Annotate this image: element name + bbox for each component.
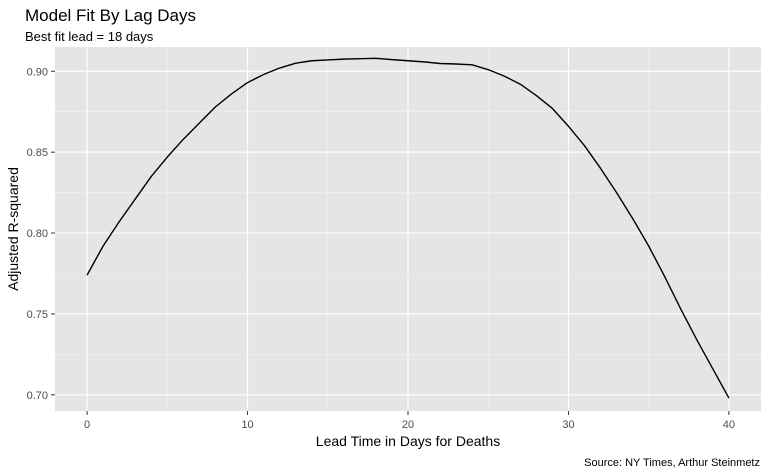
- x-tick-label: 0: [84, 419, 90, 431]
- y-tick-label: 0.70: [27, 390, 48, 402]
- y-axis-title: Adjusted R-squared: [5, 167, 21, 291]
- y-tick-label: 0.90: [27, 66, 48, 78]
- y-tick-label: 0.75: [27, 309, 48, 321]
- chart-title: Model Fit By Lag Days: [25, 6, 196, 25]
- y-tick-label: 0.80: [27, 228, 48, 240]
- series-layer: [86, 57, 730, 399]
- x-tick-label: 30: [562, 419, 574, 431]
- chart-caption: Source: NY Times, Arthur Steinmetz: [584, 457, 760, 469]
- y-tick-label: 0.85: [27, 147, 48, 159]
- x-tick-label: 10: [241, 419, 253, 431]
- x-tick-label: 20: [402, 419, 414, 431]
- chart-subtitle: Best fit lead = 18 days: [25, 29, 154, 44]
- major-gridlines: [55, 47, 761, 411]
- y-axis-ticks: 0.70 0.75 0.80 0.85 0.90: [27, 66, 55, 402]
- x-axis-title: Lead Time in Days for Deaths: [316, 433, 500, 449]
- series-line: [86, 57, 730, 399]
- x-axis-ticks: 0 10 20 30 40: [84, 411, 735, 431]
- x-tick-label: 40: [723, 419, 735, 431]
